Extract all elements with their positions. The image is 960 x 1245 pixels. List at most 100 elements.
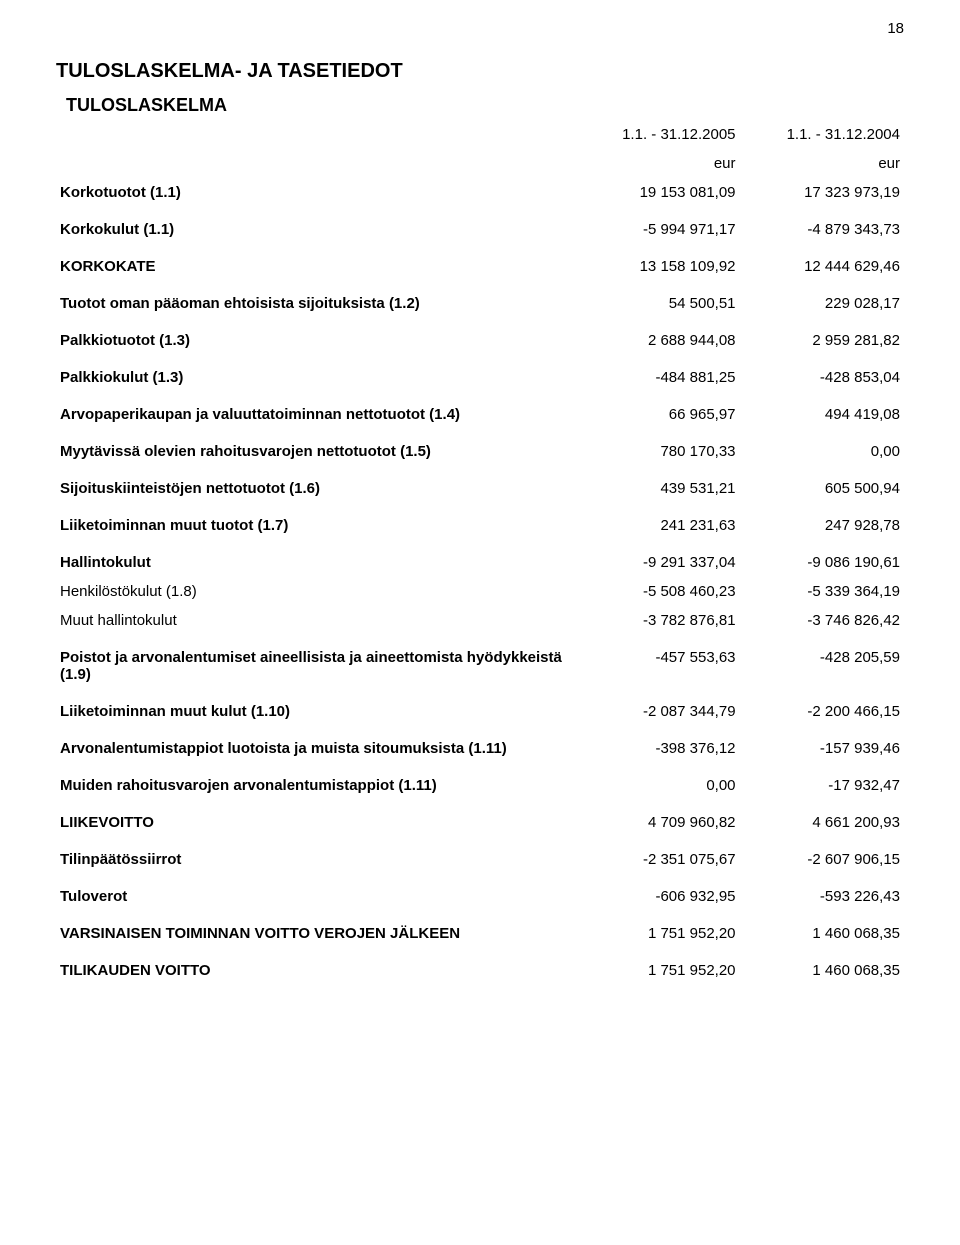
row-value-1: 13 158 109,92: [575, 252, 739, 281]
row-value-1: 2 688 944,08: [575, 326, 739, 355]
row-value-1: 0,00: [575, 771, 739, 800]
row-value-2: 229 028,17: [740, 289, 904, 318]
row-value-1: 66 965,97: [575, 400, 739, 429]
row-label: LIIKEVOITTO: [56, 808, 575, 837]
spacer-row: [56, 911, 904, 919]
spacer-row: [56, 355, 904, 363]
spacer-row: [56, 948, 904, 956]
row-value-2: 17 323 973,19: [740, 178, 904, 207]
row-value-1: 439 531,21: [575, 474, 739, 503]
row-value-1: -5 508 460,23: [575, 577, 739, 606]
column-header-unit-2: eur: [740, 149, 904, 178]
row-label: Tilinpäätössiirrot: [56, 845, 575, 874]
row-value-2: 0,00: [740, 437, 904, 466]
section-title: TULOSLASKELMA- JA TASETIEDOT: [56, 60, 904, 83]
row-value-2: -2 607 906,15: [740, 845, 904, 874]
table-row: Hallintokulut-9 291 337,04-9 086 190,61: [56, 548, 904, 577]
row-value-2: -428 853,04: [740, 363, 904, 392]
row-value-2: 2 959 281,82: [740, 326, 904, 355]
spacer-row: [56, 635, 904, 643]
row-label: Sijoituskiinteistöjen nettotuotot (1.6): [56, 474, 575, 503]
subsection-title: TULOSLASKELMA: [66, 95, 904, 116]
table-row: Poistot ja arvonalentumiset aineellisist…: [56, 643, 904, 689]
row-value-2: 12 444 629,46: [740, 252, 904, 281]
row-label: Palkkiokulut (1.3): [56, 363, 575, 392]
spacer-row: [56, 503, 904, 511]
row-label: Liiketoiminnan muut kulut (1.10): [56, 697, 575, 726]
row-value-1: -3 782 876,81: [575, 606, 739, 635]
row-value-2: -5 339 364,19: [740, 577, 904, 606]
table-row: Tuloverot-606 932,95-593 226,43: [56, 882, 904, 911]
spacer-row: [56, 429, 904, 437]
row-value-2: -593 226,43: [740, 882, 904, 911]
table-header-row: 1.1. - 31.12.2005 1.1. - 31.12.2004: [56, 120, 904, 149]
row-value-1: 54 500,51: [575, 289, 739, 318]
table-row: LIIKEVOITTO4 709 960,824 661 200,93: [56, 808, 904, 837]
table-row: Korkokulut (1.1)-5 994 971,17-4 879 343,…: [56, 215, 904, 244]
row-label: Tuotot oman pääoman ehtoisista sijoituks…: [56, 289, 575, 318]
row-value-1: -606 932,95: [575, 882, 739, 911]
row-value-2: -157 939,46: [740, 734, 904, 763]
row-value-2: 4 661 200,93: [740, 808, 904, 837]
row-value-1: -484 881,25: [575, 363, 739, 392]
row-label: VARSINAISEN TOIMINNAN VOITTO VEROJEN JÄL…: [56, 919, 575, 948]
row-label: TILIKAUDEN VOITTO: [56, 956, 575, 985]
row-value-2: -17 932,47: [740, 771, 904, 800]
row-value-1: 780 170,33: [575, 437, 739, 466]
row-value-2: -9 086 190,61: [740, 548, 904, 577]
page-number: 18: [887, 20, 904, 37]
row-value-1: 19 153 081,09: [575, 178, 739, 207]
row-value-1: -5 994 971,17: [575, 215, 739, 244]
table-row: Muut hallintokulut-3 782 876,81-3 746 82…: [56, 606, 904, 635]
table-row: Tilinpäätössiirrot-2 351 075,67-2 607 90…: [56, 845, 904, 874]
row-value-1: -2 351 075,67: [575, 845, 739, 874]
row-value-2: 1 460 068,35: [740, 956, 904, 985]
spacer-row: [56, 837, 904, 845]
row-label: Korkokulut (1.1): [56, 215, 575, 244]
row-label: Arvopaperikaupan ja valuuttatoiminnan ne…: [56, 400, 575, 429]
row-value-1: -398 376,12: [575, 734, 739, 763]
row-label: Poistot ja arvonalentumiset aineellisist…: [56, 643, 575, 689]
row-value-2: 494 419,08: [740, 400, 904, 429]
row-label: Palkkiotuotot (1.3): [56, 326, 575, 355]
row-label: KORKOKATE: [56, 252, 575, 281]
row-value-1: 1 751 952,20: [575, 919, 739, 948]
table-row: Sijoituskiinteistöjen nettotuotot (1.6)4…: [56, 474, 904, 503]
row-value-2: 605 500,94: [740, 474, 904, 503]
row-value-1: 241 231,63: [575, 511, 739, 540]
row-value-2: -2 200 466,15: [740, 697, 904, 726]
table-row: Tuotot oman pääoman ehtoisista sijoituks…: [56, 289, 904, 318]
spacer-row: [56, 318, 904, 326]
spacer-row: [56, 874, 904, 882]
table-row: Korkotuotot (1.1)19 153 081,0917 323 973…: [56, 178, 904, 207]
spacer-row: [56, 800, 904, 808]
row-label: Muut hallintokulut: [56, 606, 575, 635]
spacer-row: [56, 689, 904, 697]
row-value-2: -428 205,59: [740, 643, 904, 689]
row-value-2: 247 928,78: [740, 511, 904, 540]
row-value-2: 1 460 068,35: [740, 919, 904, 948]
spacer-row: [56, 244, 904, 252]
row-label: Hallintokulut: [56, 548, 575, 577]
table-row: Henkilöstökulut (1.8)-5 508 460,23-5 339…: [56, 577, 904, 606]
income-statement-table: 1.1. - 31.12.2005 1.1. - 31.12.2004 eur …: [56, 120, 904, 985]
row-value-1: -9 291 337,04: [575, 548, 739, 577]
table-row: Muiden rahoitusvarojen arvonalentumistap…: [56, 771, 904, 800]
table-row: Palkkiokulut (1.3)-484 881,25-428 853,04: [56, 363, 904, 392]
spacer-row: [56, 466, 904, 474]
column-header-unit-1: eur: [575, 149, 739, 178]
row-label: Korkotuotot (1.1): [56, 178, 575, 207]
table-row: TILIKAUDEN VOITTO1 751 952,201 460 068,3…: [56, 956, 904, 985]
table-row: VARSINAISEN TOIMINNAN VOITTO VEROJEN JÄL…: [56, 919, 904, 948]
row-label: Myytävissä olevien rahoitusvarojen netto…: [56, 437, 575, 466]
row-value-1: -2 087 344,79: [575, 697, 739, 726]
row-label: Tuloverot: [56, 882, 575, 911]
table-row: Palkkiotuotot (1.3)2 688 944,082 959 281…: [56, 326, 904, 355]
spacer-row: [56, 207, 904, 215]
table-row: Liiketoiminnan muut kulut (1.10)-2 087 3…: [56, 697, 904, 726]
column-header-period-1: 1.1. - 31.12.2005: [575, 120, 739, 149]
table-row: Arvonalentumistappiot luotoista ja muist…: [56, 734, 904, 763]
table-row: Myytävissä olevien rahoitusvarojen netto…: [56, 437, 904, 466]
row-value-2: -3 746 826,42: [740, 606, 904, 635]
row-label: Arvonalentumistappiot luotoista ja muist…: [56, 734, 575, 763]
